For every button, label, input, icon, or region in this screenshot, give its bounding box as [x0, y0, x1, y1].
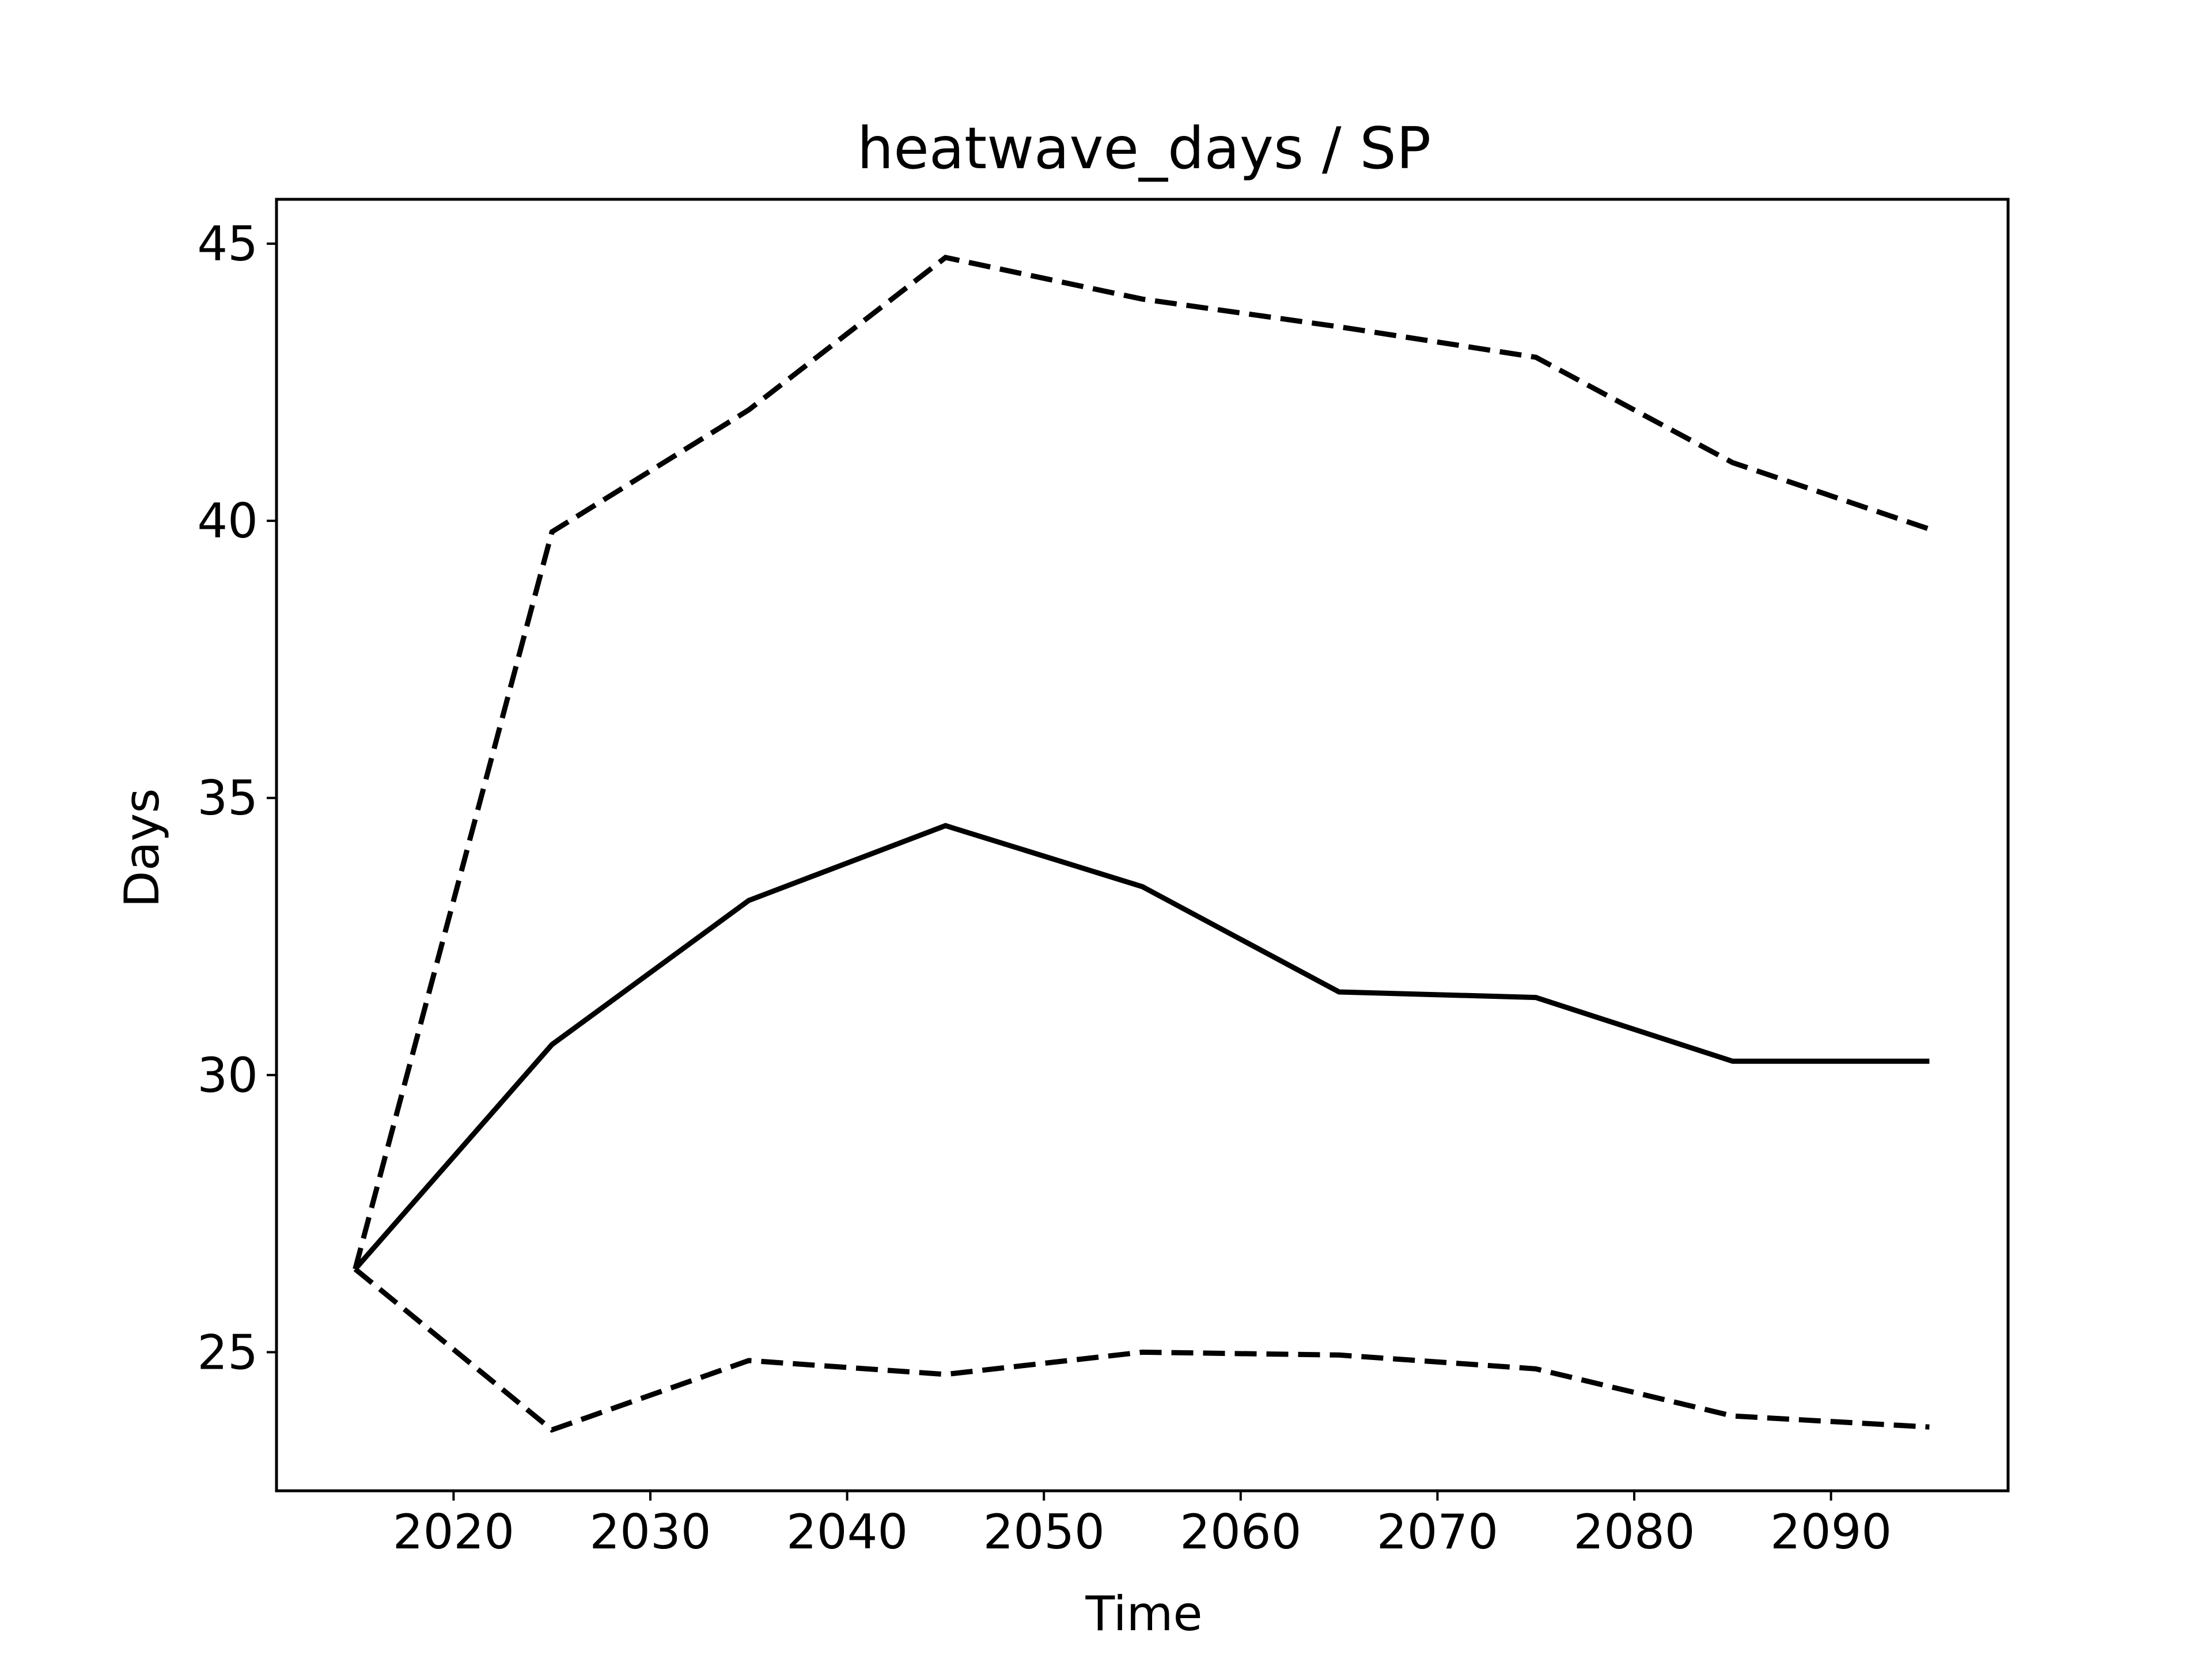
x-tick-label: 2050: [983, 1504, 1105, 1560]
x-tick-label: 2070: [1377, 1504, 1498, 1560]
x-tick-label: 2060: [1180, 1504, 1301, 1560]
y-tick-label: 40: [197, 493, 258, 549]
x-tick-label: 2040: [786, 1504, 908, 1560]
y-tick-label: 45: [197, 216, 258, 272]
x-axis: 2020 2030 2040 2050 2060 2070 2080 2090: [393, 1491, 1892, 1560]
x-tick-label: 2090: [1770, 1504, 1892, 1560]
plot-frame: [275, 198, 2010, 1493]
x-tick-label: 2030: [589, 1504, 711, 1560]
x-tick-label: 2080: [1573, 1504, 1695, 1560]
series-line-2: [353, 255, 1930, 1270]
series-line-3: [353, 1267, 1930, 1433]
x-tick-label: 2020: [393, 1504, 514, 1560]
chart-title: heatwave_days / SP: [857, 115, 1431, 182]
y-axis: 25 30 35 40 45: [197, 216, 276, 1380]
y-tick-label: 25: [197, 1324, 258, 1380]
x-axis-title: Time: [1085, 1586, 1202, 1642]
y-tick-label: 30: [197, 1047, 258, 1103]
series-layer: [353, 255, 1930, 1433]
y-tick-label: 35: [197, 770, 258, 826]
y-axis-title: Days: [114, 788, 170, 907]
series-line-1: [353, 823, 1930, 1271]
